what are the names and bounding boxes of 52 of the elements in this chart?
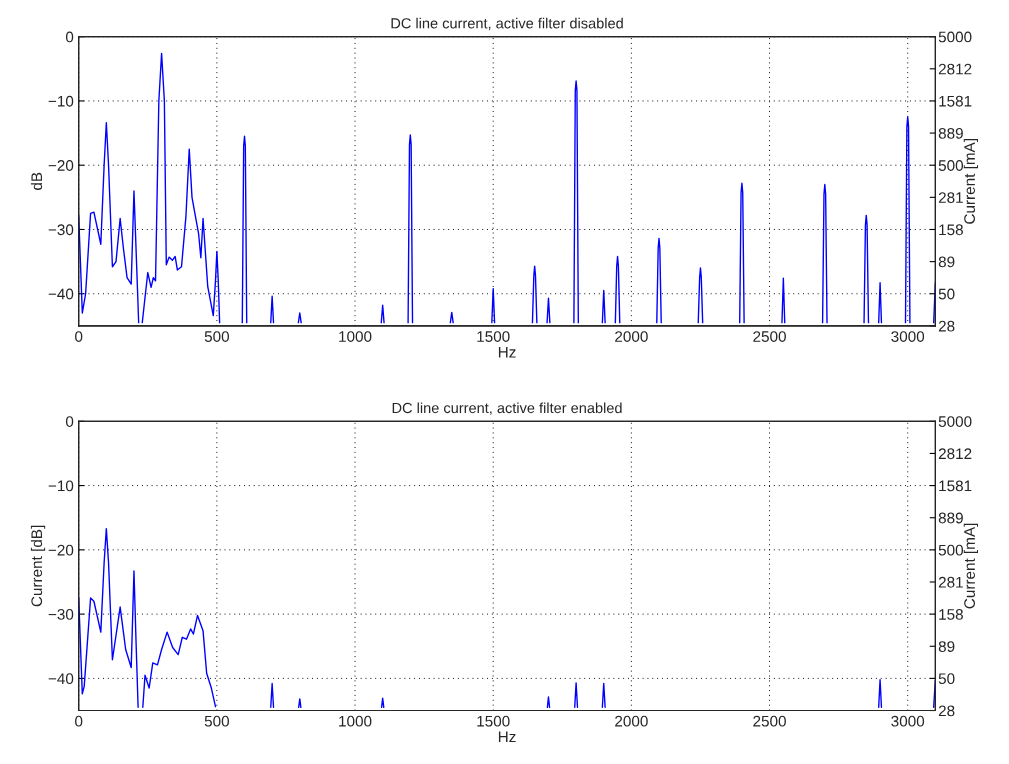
y2-tick-label: 158 bbox=[939, 608, 963, 620]
y-tick-label: −30 bbox=[48, 608, 74, 620]
y-tick-label: −30 bbox=[48, 224, 74, 236]
y2-tick-label: 889 bbox=[938, 512, 963, 524]
y-tick-label: −20 bbox=[48, 160, 74, 171]
x-tick-label: 2500 bbox=[753, 331, 786, 342]
y2-axis-title: Current [mA] bbox=[963, 523, 979, 609]
chart-title: DC line current, active filter enabled bbox=[392, 402, 622, 415]
y-tick-label: 0 bbox=[65, 31, 74, 43]
x-tick-label: 2000 bbox=[615, 715, 648, 727]
x-tick-label: 2000 bbox=[615, 331, 648, 342]
y2-tick-label: 89 bbox=[938, 641, 955, 652]
y2-tick-label: 1581 bbox=[939, 480, 972, 492]
y2-tick-label: 2812 bbox=[938, 448, 972, 460]
y2-tick-label: 2812 bbox=[938, 63, 972, 75]
y2-tick-label: 5000 bbox=[938, 31, 972, 43]
y-tick-label: −10 bbox=[48, 480, 74, 492]
y2-tick-label: 1581 bbox=[939, 95, 972, 107]
y-tick-label: −40 bbox=[48, 288, 74, 300]
y2-tick-label: 158 bbox=[939, 224, 963, 236]
x-tick-label: 3000 bbox=[891, 715, 925, 727]
x-tick-label: 500 bbox=[204, 331, 230, 342]
x-tick-label: 1000 bbox=[339, 715, 372, 727]
y-tick-label: −20 bbox=[48, 544, 74, 556]
y2-tick-label: 89 bbox=[938, 256, 955, 268]
x-tick-label: 0 bbox=[75, 331, 83, 342]
chart-title: DC line current, active filter disabled bbox=[391, 17, 623, 31]
y2-tick-label: 50 bbox=[938, 673, 955, 685]
y2-axis-title: Current [mA] bbox=[963, 139, 979, 224]
y2-tick-label: 5000 bbox=[938, 416, 972, 427]
y2-tick-label: 28 bbox=[938, 705, 955, 717]
y-axis-title: Current [dB] bbox=[30, 525, 46, 607]
y2-tick-label: 500 bbox=[938, 544, 964, 556]
x-tick-label: 500 bbox=[204, 715, 230, 727]
x-tick-label: 1500 bbox=[477, 331, 510, 342]
x-tick-label: 1000 bbox=[339, 331, 372, 342]
y-tick-label: 0 bbox=[65, 416, 74, 427]
y2-tick-label: 28 bbox=[938, 320, 955, 332]
y-tick-label: −10 bbox=[48, 95, 74, 107]
y2-tick-label: 281 bbox=[938, 576, 963, 588]
y2-tick-label: 500 bbox=[938, 160, 964, 171]
x-tick-label: 1500 bbox=[477, 715, 510, 727]
x-tick-label: 3000 bbox=[891, 331, 925, 342]
x-axis-title: Hz bbox=[498, 346, 516, 358]
y2-tick-label: 50 bbox=[938, 288, 955, 300]
y-axis-title: dB bbox=[30, 172, 43, 190]
x-tick-label: 2500 bbox=[753, 715, 786, 727]
y2-tick-label: 281 bbox=[938, 192, 963, 204]
y2-tick-label: 889 bbox=[938, 127, 963, 139]
x-tick-label: 0 bbox=[75, 715, 83, 727]
x-axis-title: Hz bbox=[498, 731, 516, 743]
y-tick-label: −40 bbox=[48, 673, 74, 685]
